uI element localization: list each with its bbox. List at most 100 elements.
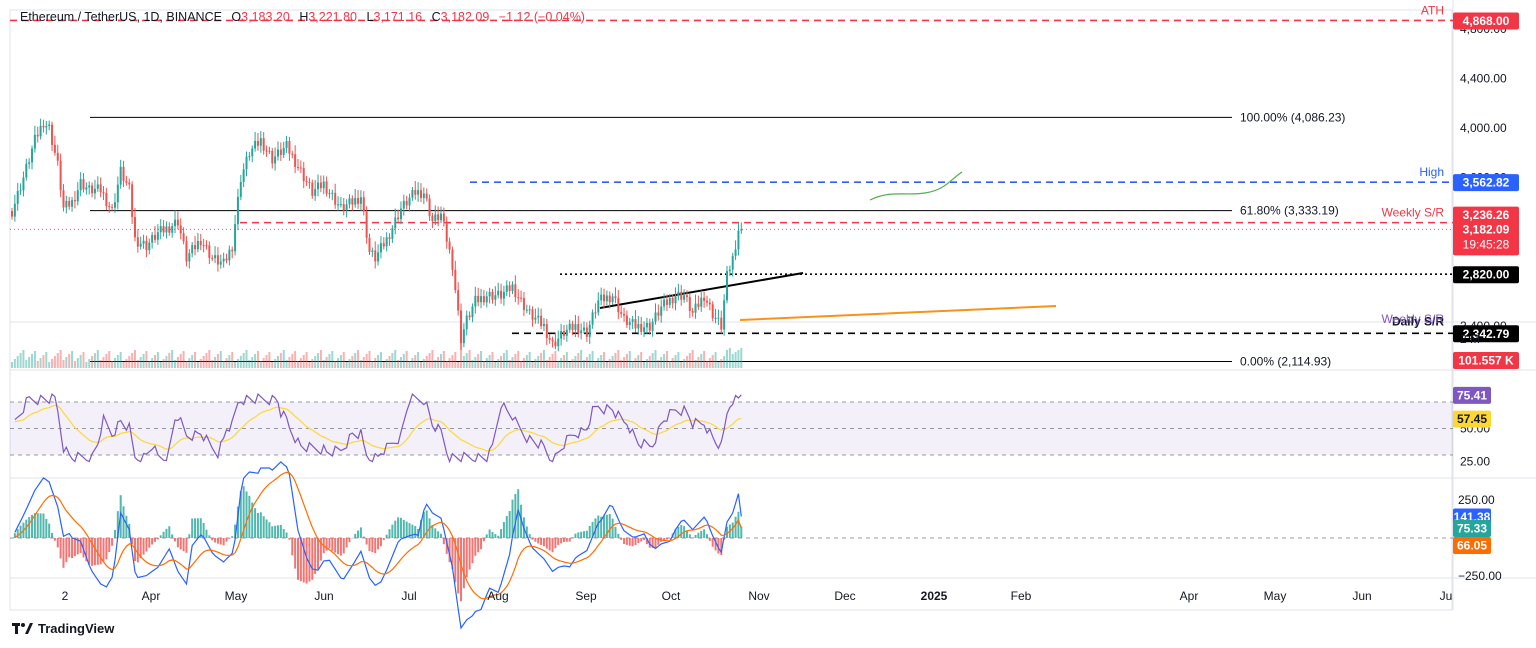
candle-body [542,323,545,326]
volume-bar [562,355,565,368]
volume-bar [93,353,96,368]
high-label: H [299,10,309,24]
macd-histogram-bar [399,517,402,538]
volume-bar [176,357,179,368]
volume-bar [674,355,677,368]
volume-bar [537,356,540,368]
candle-body [425,193,428,199]
candle-body [334,192,337,205]
macd-histogram-bar [554,538,557,549]
rsi-ma-value-label-bg [1453,410,1491,428]
high-price-label: 3,562.82 [1463,176,1510,190]
candle-body [551,339,554,342]
level-annotation: ATH [1421,3,1444,17]
volume-bar [505,350,508,368]
tradingview-branding[interactable]: TradingView [12,621,114,636]
macd-histogram-bar [477,538,480,553]
macd-histogram-bar [56,538,59,548]
macd-histogram-bar [665,538,668,540]
macd-histogram-bar [382,538,385,540]
volume-bar [442,351,445,368]
time-tick-label: Jun [314,589,333,603]
open-label: O [231,10,242,24]
candle-body [256,141,259,146]
macd-histogram-bar [248,495,251,538]
candle-body [319,182,322,189]
macd-histogram-bar [188,534,191,538]
macd-histogram-bar [634,538,637,546]
volume-bar [482,361,485,368]
candle-body [685,295,688,297]
candle-body [726,271,728,301]
macd-histogram-bar [242,486,245,538]
macd-histogram-bar [568,538,571,542]
macd-histogram-bar [654,538,657,549]
volume-bar [53,356,56,368]
high-price-label-bg [1453,174,1519,192]
volume-bar [574,356,577,368]
volume-bar [683,359,686,368]
macd-histogram-bar [191,518,194,538]
volume-bar [228,355,231,368]
volume-bar [96,350,99,368]
volume-bar [471,360,474,368]
time-tick-label: Jun [1352,589,1371,603]
time-tick-label: Ju [1440,589,1453,603]
macd-histogram-bar [334,538,337,553]
candle-body [285,141,288,148]
candle-body [422,193,425,198]
candle-body [431,215,434,221]
volume-bar [540,353,543,368]
candle-body [497,290,500,296]
candle-body [603,294,606,302]
candle-body [588,324,591,337]
macd-histogram-bar [116,511,119,538]
candle-body [365,211,368,238]
candle-body [279,149,282,155]
volume-bar [219,351,222,368]
candle-body [231,249,234,252]
candle-body [317,182,320,190]
symbol-name[interactable]: Ethereum / TetherUS, 1D, BINANCE [20,10,222,24]
volume-bar [634,358,637,368]
volume-bar [45,352,48,368]
candle-body [660,306,663,316]
candle-body [105,192,108,207]
volume-bar [705,361,708,368]
macd-histogram-bar [614,526,617,538]
volume-bar [728,348,731,368]
volume-bar [48,362,51,368]
candle-body [131,184,134,217]
macd-histogram-bar [88,538,91,565]
candle-body [345,204,348,211]
candle-body [697,303,700,307]
macd-histogram-bar [33,513,36,538]
macd-histogram-bar [645,538,648,545]
candle-body [631,319,634,323]
macd-histogram-bar [202,522,205,538]
candle-body [142,240,145,244]
macd-histogram-bar [574,533,577,538]
candle-body [122,166,125,181]
candle-body [377,252,380,262]
candle-body [111,206,114,208]
volume-bar [196,362,199,368]
macd-histogram-bar [182,538,185,552]
macd-histogram-bar [374,538,377,554]
candle-body [88,185,91,188]
candle-body [174,219,177,227]
candle-body [594,312,597,314]
candle-body [128,182,131,185]
open-value: 3,183.20 [241,10,290,24]
symbol-header: Ethereum / TetherUS, 1D, BINANCE O3,183.… [20,10,585,24]
volume-bar [319,350,322,368]
candle-body [491,291,494,300]
candle-body [440,213,442,221]
candle-body [565,329,568,336]
macd-histogram-bar [731,522,734,538]
candle-body [113,202,116,208]
macd-histogram-bar [71,538,74,559]
macd-histogram-bar [714,538,717,551]
macd-histogram-bar [154,538,156,542]
